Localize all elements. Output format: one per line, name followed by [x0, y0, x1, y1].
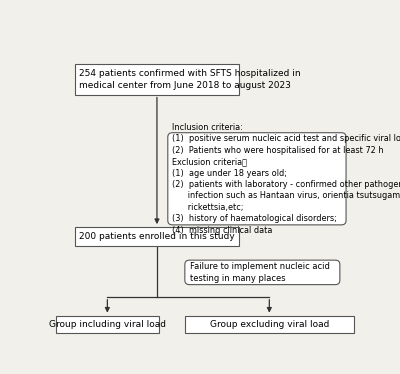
- Bar: [185, 316, 354, 333]
- Bar: [75, 64, 239, 95]
- Text: 200 patients enrolled in this study: 200 patients enrolled in this study: [80, 232, 235, 241]
- FancyBboxPatch shape: [185, 260, 340, 285]
- Bar: [56, 316, 158, 333]
- Text: Group excluding viral load: Group excluding viral load: [210, 320, 329, 329]
- Text: Inclusion criteria:
(1)  positive serum nucleic acid test and specific viral loa: Inclusion criteria: (1) positive serum n…: [172, 123, 400, 235]
- Text: Failure to implement nucleic acid
testing in many places: Failure to implement nucleic acid testin…: [190, 262, 329, 283]
- Text: 254 patients confirmed with SFTS hospitalized in
medical center from June 2018 t: 254 patients confirmed with SFTS hospita…: [80, 69, 301, 90]
- FancyBboxPatch shape: [168, 133, 346, 225]
- Text: Group including viral load: Group including viral load: [49, 320, 166, 329]
- Bar: [75, 227, 239, 246]
